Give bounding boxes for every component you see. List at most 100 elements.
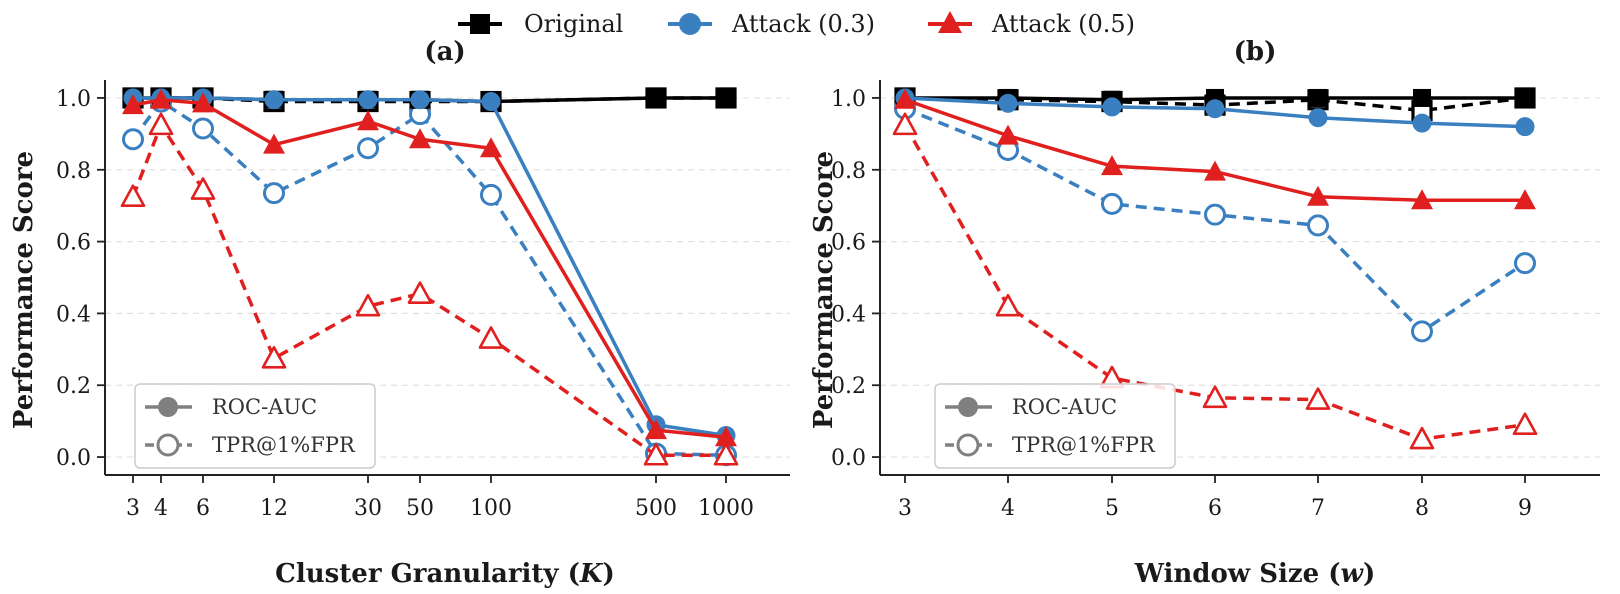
legend-marker-attack-05 — [938, 11, 962, 33]
panel-b-x-tick-label: 9 — [1518, 496, 1532, 521]
panel-a-point-attack-0-3-tpr — [357, 137, 379, 160]
panel-a-point-attack-0-3-tpr — [480, 183, 502, 206]
legend-label-original: Original — [524, 10, 623, 38]
panel-b-y-tick-label: 0.2 — [831, 374, 866, 399]
panel-a-x-tick-label: 100 — [470, 496, 512, 521]
panel-b-y-axis-label: Performance Score — [809, 151, 839, 429]
panel-b-x-tick-label: 8 — [1415, 496, 1429, 521]
panel-a-point-attack-0-3-tpr — [192, 117, 214, 140]
panel-a-point-attack-0-5-auc — [409, 128, 431, 149]
panel-a-x-tick-label: 6 — [196, 496, 210, 521]
panel-b-point-attack-0-3-auc — [1515, 117, 1535, 137]
panel-a-point-attack-0-5-auc — [715, 426, 737, 447]
panel-b-x-tick-label: 3 — [898, 496, 912, 521]
panel-b-point-original-auc — [1516, 88, 1534, 107]
panel-a-point-attack-0-3-tpr — [122, 128, 144, 151]
panel-b-y-tick-label: 0.0 — [831, 446, 866, 471]
legend-entry-attack-05: Attack (0.5) — [928, 10, 1135, 38]
legend-label-attack-05: Attack (0.5) — [991, 10, 1135, 38]
panel-b-point-attack-0-5-tpr — [1305, 387, 1331, 410]
panel-b-point-attack-0-3-tpr — [1101, 192, 1123, 215]
legend-marker-attack-03 — [679, 13, 701, 35]
panel-b-point-attack-0-5-tpr — [892, 112, 918, 136]
panel-a-x-tick-label: 500 — [635, 496, 677, 521]
panel-b-title: (b) — [1234, 37, 1277, 67]
panel-b-point-attack-0-3-auc — [998, 93, 1018, 113]
panel-a-y-axis-label: Performance Score — [9, 151, 39, 429]
panel-a-y-tick-label: 0.8 — [56, 159, 91, 184]
panel-b-x-label-var: w — [1341, 559, 1365, 589]
panel-a-point-attack-0-5-tpr — [190, 177, 216, 200]
panel-a-point-attack-0-3-tpr — [263, 182, 285, 205]
panel-b-point-original-auc — [1309, 88, 1327, 107]
legend-marker-original — [470, 14, 490, 34]
panel-a-point-attack-0-5-auc — [192, 92, 214, 113]
panel-a-point-attack-0-5-tpr — [407, 281, 433, 304]
panel-a-x-tick-label: 3 — [126, 496, 140, 521]
panel-b-inner-legend: ROC-AUC TPR@1%FPR — [934, 383, 1176, 469]
panel-a-inner-legend-box — [134, 383, 376, 469]
panel-b-point-attack-0-5-auc — [1204, 160, 1226, 181]
panel-a-x-tick-label: 1000 — [698, 496, 754, 521]
panel-b-point-attack-0-3-auc — [1205, 99, 1225, 119]
panel-a-y-tick-label: 0.4 — [56, 302, 91, 327]
panel-a-y-tick-label: 0.0 — [56, 446, 91, 471]
panel-a-point-original-auc — [647, 88, 665, 107]
panel-b-axes — [879, 80, 1600, 476]
panel-b-x-tick-label: 7 — [1311, 496, 1325, 521]
panel-a-inner-legend-dashed-label: TPR@1%FPR — [212, 433, 356, 457]
panel-a-point-attack-0-5-tpr — [148, 112, 174, 136]
panel-a-point-attack-0-5-tpr — [355, 293, 381, 317]
panel-b-point-attack-0-5-auc — [1101, 155, 1123, 176]
panel-b-point-attack-0-3-auc — [1412, 113, 1432, 133]
panel-a-point-attack-0-5-auc — [480, 137, 502, 158]
panel-a-x-tick-label: 4 — [154, 496, 168, 521]
panel-b-x-label-suffix: ) — [1363, 559, 1375, 589]
panel-a-inner-legend-solid-label: ROC-AUC — [212, 395, 317, 419]
panel-b-x-tick-label: 5 — [1105, 496, 1119, 521]
panel-a-point-attack-0-5-auc — [357, 110, 379, 131]
legend-entry-original: Original — [458, 10, 623, 38]
panel-b-y-tick-label: 0.6 — [831, 231, 866, 256]
panel-a-point-attack-0-5-auc — [645, 419, 667, 440]
panel-a-point-attack-0-3-auc — [481, 92, 501, 112]
panel-a-x-label-suffix: ) — [603, 559, 615, 589]
panel-b: (b) Performance Score Window Size (w) 0.… — [809, 37, 1600, 589]
panel-a-axes — [104, 80, 790, 476]
panel-b-y-tick-label: 0.4 — [831, 302, 866, 327]
panel-b-series — [892, 87, 1538, 450]
panel-a-point-attack-0-5-auc — [263, 133, 285, 154]
panel-b-point-attack-0-3-tpr — [1411, 320, 1433, 343]
panel-b-x-label-prefix: Window Size ( — [1134, 559, 1341, 589]
panel-b-point-attack-0-5-tpr — [1202, 385, 1228, 409]
panel-b-point-attack-0-5-tpr — [1512, 412, 1538, 436]
panel-b-point-attack-0-5-auc — [1307, 185, 1329, 206]
panel-a-point-original-auc — [717, 88, 735, 107]
panel-a-x-axis-label: Cluster Granularity (K) — [275, 559, 615, 589]
panel-a-inner-legend-solid-marker — [158, 397, 178, 417]
panel-a-x-tick-label: 12 — [260, 496, 288, 521]
panel-b-inner-legend-box — [934, 383, 1176, 469]
panel-a-series — [120, 87, 739, 467]
panel-b-y-tick-label: 0.8 — [831, 159, 866, 184]
panel-b-inner-legend-dashed-marker — [956, 433, 980, 457]
legend-label-attack-03: Attack (0.3) — [731, 10, 875, 38]
panel-b-point-attack-0-5-auc — [894, 88, 916, 109]
panel-a-point-attack-0-5-auc — [122, 94, 144, 115]
panel-a-inner-legend-dashed-marker — [156, 433, 180, 457]
legend-entry-attack-03: Attack (0.3) — [668, 10, 875, 38]
panel-a-point-attack-0-3-auc — [358, 90, 378, 110]
panel-a-point-attack-0-3-auc — [264, 90, 284, 110]
panel-b-x-tick-label: 4 — [1001, 496, 1015, 521]
panel-b-point-attack-0-5-tpr — [995, 293, 1021, 317]
panel-a-x-label-var: K — [579, 559, 604, 589]
panel-b-inner-legend-dashed-label: TPR@1%FPR — [1012, 433, 1156, 457]
panel-a-title: (a) — [424, 37, 465, 67]
top-legend: Original Attack (0.3) Attack (0.5) — [458, 10, 1135, 38]
panel-b-point-attack-0-5-auc — [1514, 189, 1536, 210]
panel-b-point-attack-0-5-tpr — [1409, 426, 1435, 450]
panel-a-x-tick-label: 50 — [406, 496, 434, 521]
panel-a-y-tick-label: 0.2 — [56, 374, 91, 399]
panel-b-point-attack-0-3-tpr — [1514, 252, 1536, 275]
